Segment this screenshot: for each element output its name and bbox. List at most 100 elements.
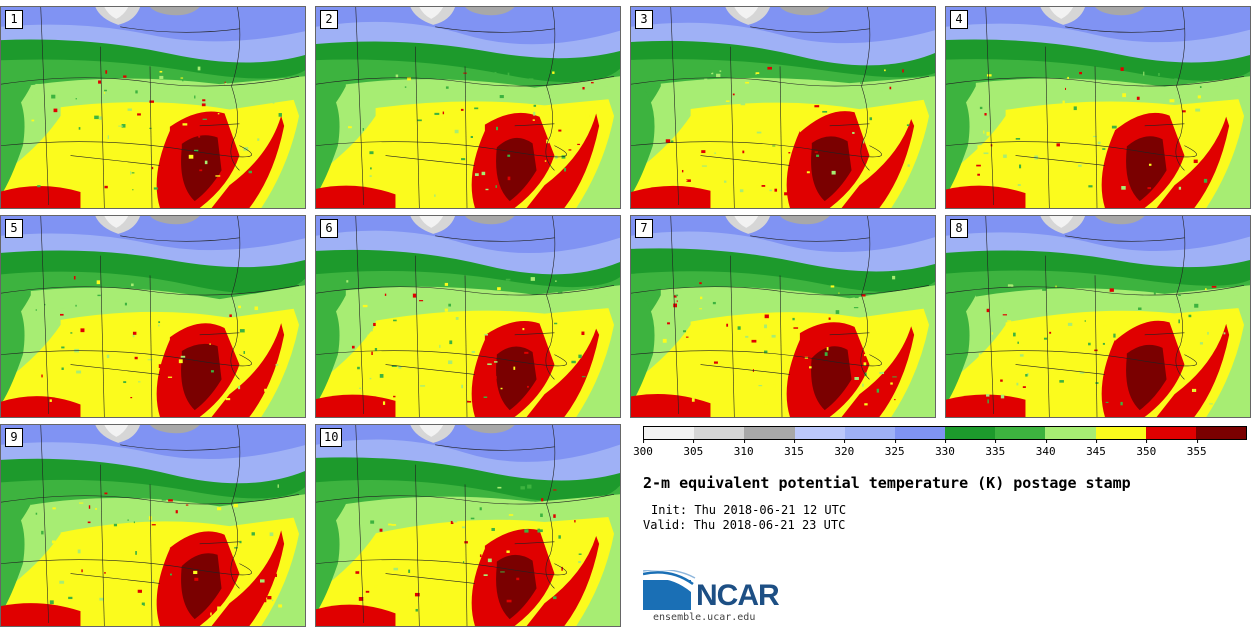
field-speckle (463, 561, 465, 564)
ncar-logo-icon (643, 570, 696, 610)
field-speckle (723, 180, 727, 183)
field-speckle (977, 173, 980, 176)
field-speckle (365, 590, 370, 593)
boundary-line (631, 350, 882, 367)
field-speckle (87, 521, 91, 524)
boundary-line (70, 364, 160, 375)
boundary-line (700, 364, 790, 375)
field-speckle (1000, 379, 1003, 382)
field-speckle (448, 360, 453, 365)
field-speckle (751, 339, 757, 343)
field-speckle (681, 169, 684, 173)
field-speckle (159, 70, 163, 73)
field-speckle (53, 108, 58, 113)
theta-e-345-region (1, 516, 305, 626)
field-speckle (94, 115, 99, 120)
theta-e-350-ocean-region (526, 535, 600, 626)
colorbar-swatch-305 (694, 427, 745, 439)
field-speckle (371, 351, 373, 356)
boundary-line (40, 7, 49, 206)
field-speckle (507, 176, 511, 181)
field-speckle (879, 371, 885, 375)
field-speckle (860, 81, 862, 84)
field-speckle (507, 154, 511, 157)
colorbar-swatch-310 (744, 427, 795, 439)
field-speckle (1079, 71, 1083, 75)
map-canvas (316, 216, 620, 417)
field-speckle (1174, 78, 1178, 82)
colorbar (643, 426, 1247, 440)
field-speckle (384, 293, 387, 296)
field-speckle (130, 396, 133, 399)
field-speckle (471, 350, 476, 353)
theta-e-310-region (465, 425, 515, 434)
boundary-line (199, 123, 240, 127)
field-speckle (180, 77, 184, 79)
field-speckle (558, 129, 562, 132)
colorbar-swatch-345 (1095, 427, 1146, 439)
field-speckle (983, 152, 989, 155)
theta-e-345-region (946, 307, 1250, 417)
theta-e-340-ocean-region (576, 504, 620, 626)
colorbar-swatch-325 (894, 427, 946, 439)
field-speckle (1024, 70, 1026, 74)
field-speckle (382, 555, 388, 560)
field-speckle (84, 106, 90, 108)
field-speckle (704, 78, 708, 83)
map-canvas (946, 216, 1250, 417)
field-speckle (506, 118, 510, 122)
field-speckle (894, 192, 897, 196)
field-speckle (461, 526, 466, 529)
field-speckle (361, 609, 365, 611)
field-speckle (1194, 303, 1199, 308)
field-speckle (834, 128, 837, 131)
field-speckle (122, 524, 124, 526)
boundary-line (1144, 332, 1185, 336)
theta-e-355-region (811, 346, 852, 411)
field-speckle (533, 104, 537, 107)
field-speckle (499, 95, 504, 99)
field-speckle (764, 324, 768, 329)
field-speckle (814, 151, 818, 153)
field-speckle (61, 367, 64, 370)
field-speckle (202, 118, 207, 120)
field-speckle (1020, 163, 1026, 166)
field-speckle (161, 496, 167, 501)
member-number-label: 5 (5, 219, 23, 238)
field-speckle (108, 370, 114, 374)
colorbar-tick: 350 (1136, 440, 1156, 458)
field-speckle (425, 76, 428, 78)
theta-e-345-region (1, 98, 305, 208)
field-speckle (176, 524, 178, 526)
field-speckle (553, 514, 556, 518)
website-url[interactable]: ensemble.ucar.edu (653, 612, 756, 623)
field-speckle (1181, 110, 1186, 113)
member-number-label: 9 (5, 428, 23, 447)
field-speckle (731, 190, 735, 194)
boundary-line (1, 350, 252, 367)
field-speckle (118, 88, 124, 90)
boundary-line (385, 573, 475, 584)
field-speckle (879, 90, 883, 92)
field-speckle (81, 569, 83, 573)
field-speckle (1055, 285, 1057, 288)
theta-e-345-region (946, 98, 1250, 208)
boundary-line (670, 216, 679, 415)
field-speckle (266, 140, 270, 142)
field-speckle (75, 304, 77, 307)
field-speckle (358, 596, 364, 601)
field-speckle (527, 385, 529, 388)
field-speckle (532, 119, 535, 121)
boundary-line (730, 255, 735, 417)
field-speckle (1199, 86, 1202, 88)
field-speckle (772, 145, 776, 147)
field-speckle (816, 154, 820, 157)
theta-e-350-ocean-region (211, 530, 285, 626)
field-speckle (79, 502, 84, 504)
field-speckle (220, 370, 223, 373)
field-speckle (987, 399, 989, 404)
theta-e-355-region (181, 343, 222, 411)
boundary-line (1045, 46, 1050, 208)
field-speckle (854, 376, 859, 380)
boundary-line (149, 66, 153, 208)
